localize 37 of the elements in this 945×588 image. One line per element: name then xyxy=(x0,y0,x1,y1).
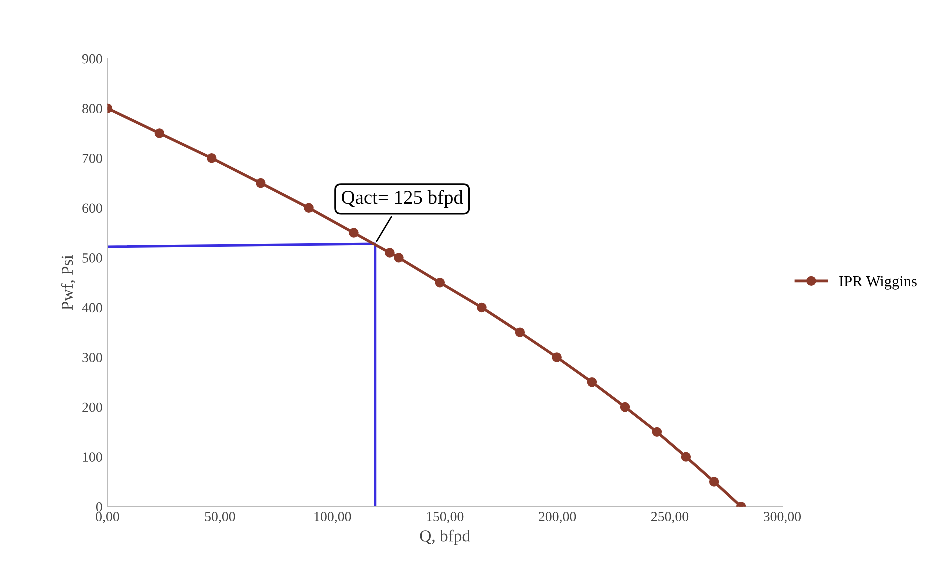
point xyxy=(477,302,487,313)
x-tick-label: 100,00 xyxy=(314,512,352,524)
point xyxy=(435,278,446,288)
y-tick-label: 200 xyxy=(82,402,102,412)
y-tick-label: 700 xyxy=(82,154,102,164)
y-axis-title: Pwf, Psi xyxy=(61,255,76,310)
point xyxy=(681,452,692,462)
point xyxy=(304,203,314,214)
point xyxy=(552,352,562,362)
x-tick-label: 200,00 xyxy=(539,512,576,524)
y-tick-label: 100 xyxy=(83,452,102,462)
point xyxy=(394,253,404,263)
point xyxy=(515,328,526,338)
x-axis-title: Q, bfpd xyxy=(420,530,470,546)
point xyxy=(652,427,662,438)
point xyxy=(154,128,165,138)
y-tick-label: 600 xyxy=(82,204,102,214)
point xyxy=(256,178,266,188)
point xyxy=(587,378,598,388)
annotation: Qact= 125 bfpd xyxy=(342,190,464,208)
y-tick-label: 0 xyxy=(96,502,102,512)
y-tick-label: 900 xyxy=(82,54,102,64)
y-tick-label: 400 xyxy=(82,303,102,313)
x-tick-label: 300,00 xyxy=(764,512,802,524)
y-tick-label: 300 xyxy=(82,353,102,362)
x-tick-label: 0,00 xyxy=(96,512,120,524)
point xyxy=(709,477,720,487)
legend-label: IPR Wiggins xyxy=(840,276,917,290)
point xyxy=(385,248,395,258)
point xyxy=(620,402,630,412)
x-tick-label: 150,00 xyxy=(427,512,464,524)
point xyxy=(349,228,359,238)
x-tick-label: 50,00 xyxy=(205,512,236,524)
x-tick-label: 250,00 xyxy=(652,512,689,524)
y-tick-label: 500 xyxy=(82,254,102,263)
point xyxy=(207,154,217,164)
y-tick-label: 800 xyxy=(82,104,102,114)
